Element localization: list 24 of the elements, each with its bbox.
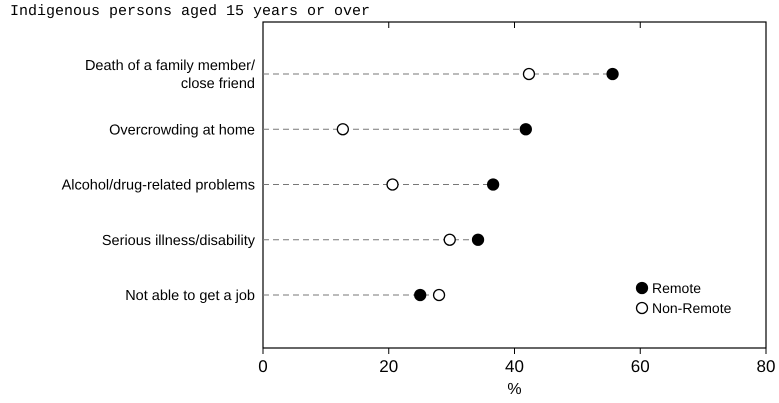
chart-title: Indigenous persons aged 15 years or over [10,3,370,20]
point [472,234,484,246]
x-tick-label: 0 [258,357,268,376]
x-axis-title: % [507,381,522,398]
legend-label: Non-Remote [652,300,732,316]
point [606,68,619,80]
x-tick-label: 60 [630,357,650,376]
point [522,68,536,80]
x-tick-label: 40 [505,357,524,376]
point [486,178,500,191]
point [444,234,456,246]
legend-label: Remote [652,280,702,296]
y-tick-label: Not able to get a job [125,288,255,304]
y-tick-label: Death of a family member/ close friend [84,58,256,92]
y-tick-label: Alcohol/drug-related problems [62,178,255,194]
point [386,178,399,191]
point [432,288,446,302]
y-tick-label: Overcrowding at home [109,122,255,138]
point [520,123,532,136]
x-tick-label: 20 [379,357,398,376]
point [336,123,349,136]
x-tick-label: 80 [756,357,776,376]
point [414,288,426,302]
y-tick-label: Serious illness/disability [102,232,256,249]
